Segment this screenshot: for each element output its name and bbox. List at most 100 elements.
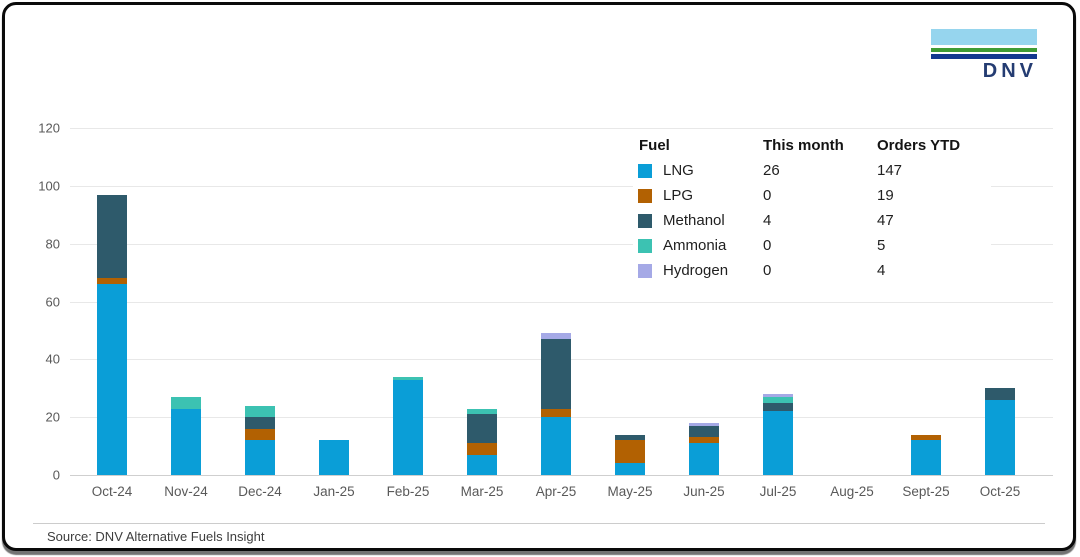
bar-segment-methanol xyxy=(985,388,1015,400)
bar-segment-methanol xyxy=(541,339,571,409)
bar-segment-lpg xyxy=(467,443,497,455)
bar-stack xyxy=(911,434,941,475)
bar-stack xyxy=(615,434,645,475)
bar-segment-lng xyxy=(541,417,571,475)
legend-this-month-value: 0 xyxy=(763,237,772,254)
bar-segment-lng xyxy=(97,284,127,475)
x-tick-label: Oct-24 xyxy=(91,484,133,499)
bar-stack xyxy=(541,333,571,475)
bar-column-feb-25 xyxy=(371,128,445,475)
x-tick-label: Jul-25 xyxy=(759,484,797,499)
y-tick-label: 100 xyxy=(38,178,60,194)
bar-segment-lpg xyxy=(97,278,127,285)
bar-segment-methanol xyxy=(615,434,645,441)
legend-header-fuel: Fuel xyxy=(639,137,670,154)
x-tick-label: Apr-25 xyxy=(535,484,577,499)
bar-segment-ammonia xyxy=(171,396,201,409)
x-tick-label: May-25 xyxy=(607,484,653,499)
gridline-y0 xyxy=(70,475,1053,476)
bar-segment-lng xyxy=(911,440,941,475)
bar-segment-hydrogen xyxy=(689,422,719,426)
bar-column-dec-24 xyxy=(223,128,297,475)
bar-segment-methanol xyxy=(763,402,793,412)
legend-fuel-name: LNG xyxy=(663,162,694,179)
bar-column-apr-25 xyxy=(519,128,593,475)
x-tick-label: Dec-24 xyxy=(238,484,282,499)
bar-segment-lpg xyxy=(245,428,275,441)
bar-column-may-25 xyxy=(593,128,667,475)
bar-segment-lng xyxy=(245,440,275,475)
gridline-y80 xyxy=(70,243,1053,245)
legend-orders-ytd-value: 5 xyxy=(877,237,886,254)
bar-segment-methanol xyxy=(97,194,127,279)
legend-orders-ytd-value: 19 xyxy=(877,187,894,204)
bar-column-jul-25 xyxy=(741,128,815,475)
x-tick-label: Oct-25 xyxy=(979,484,1021,499)
bar-column-jan-25 xyxy=(297,128,371,475)
legend-header-this-month: This month xyxy=(763,137,844,154)
gridline-y60 xyxy=(70,301,1053,303)
logo-green-band xyxy=(931,48,1037,52)
bar-stack xyxy=(467,408,497,475)
legend-this-month-value: 26 xyxy=(763,162,780,179)
x-tick-label: Aug-25 xyxy=(830,484,874,499)
bar-column-mar-25 xyxy=(445,128,519,475)
bar-segment-methanol xyxy=(467,414,497,444)
y-tick-label: 0 xyxy=(52,467,60,483)
y-tick-label: 80 xyxy=(45,236,60,252)
bar-segment-lng xyxy=(763,411,793,475)
x-tick-label: Jan-25 xyxy=(313,484,355,499)
bar-stack xyxy=(393,376,423,475)
bar-stack xyxy=(171,396,201,475)
legend-swatch-lng-icon xyxy=(638,163,652,178)
x-tick-label: Jun-25 xyxy=(683,484,725,499)
bar-column-sept-25 xyxy=(889,128,963,475)
bar-segment-lng xyxy=(467,454,497,475)
legend-swatch-methanol-icon xyxy=(638,213,652,228)
source-caption: Source: DNV Alternative Fuels Insight xyxy=(47,529,265,544)
bar-column-oct-25 xyxy=(963,128,1037,475)
legend-fuel-name: Hydrogen xyxy=(663,262,729,279)
gridline-y100 xyxy=(70,185,1053,187)
legend-orders-ytd-value: 147 xyxy=(877,162,903,179)
bar-segment-lpg xyxy=(615,440,645,464)
bar-segment-methanol xyxy=(689,425,719,438)
legend-orders-ytd-value: 4 xyxy=(877,262,886,279)
legend-fuel-name: LPG xyxy=(663,187,694,204)
bar-segment-ammonia xyxy=(467,408,497,415)
y-tick-label: 40 xyxy=(45,351,60,367)
y-tick-label: 120 xyxy=(38,120,60,136)
bar-segment-hydrogen xyxy=(763,394,793,397)
bar-column-jun-25 xyxy=(667,128,741,475)
bar-segment-lpg xyxy=(541,408,571,418)
legend-table: Fuel This month Orders YTD LNG 26 147 LPG 0 1… xyxy=(633,133,991,287)
dnv-logo: DNV xyxy=(931,29,1037,83)
bar-segment-lng xyxy=(393,379,423,475)
bar-stack xyxy=(689,422,719,475)
bar-column-oct-24 xyxy=(75,128,149,475)
bar-segment-lpg xyxy=(689,437,719,444)
x-tick-label: Sept-25 xyxy=(902,484,950,499)
bar-segment-lng xyxy=(985,399,1015,475)
bar-segment-lng xyxy=(319,440,349,475)
bar-segment-ammonia xyxy=(393,376,423,380)
legend-this-month-value: 0 xyxy=(763,262,772,279)
bar-segment-ammonia xyxy=(763,396,793,403)
bar-column-nov-24 xyxy=(149,128,223,475)
bar-stack xyxy=(245,405,275,475)
legend-header-orders-ytd: Orders YTD xyxy=(877,137,961,154)
legend-fuel-name: Ammonia xyxy=(663,237,727,254)
y-tick-label: 20 xyxy=(45,409,60,425)
x-tick-label: Nov-24 xyxy=(164,484,208,499)
stacked-bar-plot xyxy=(75,128,1037,475)
footer-divider xyxy=(33,523,1045,524)
bar-segment-lpg xyxy=(911,434,941,441)
y-tick-label: 60 xyxy=(45,294,60,309)
bar-stack xyxy=(97,194,127,475)
x-axis-tick-labels: Oct-24 Nov-24 Dec-24 Jan-25 Feb-25 Mar-25 Apr-… xyxy=(75,484,1037,499)
x-tick-label: Mar-25 xyxy=(460,484,504,499)
legend-swatch-hydrogen-icon xyxy=(638,263,652,278)
legend-swatch-lpg-icon xyxy=(638,188,652,203)
bar-segment-lng xyxy=(171,408,201,475)
